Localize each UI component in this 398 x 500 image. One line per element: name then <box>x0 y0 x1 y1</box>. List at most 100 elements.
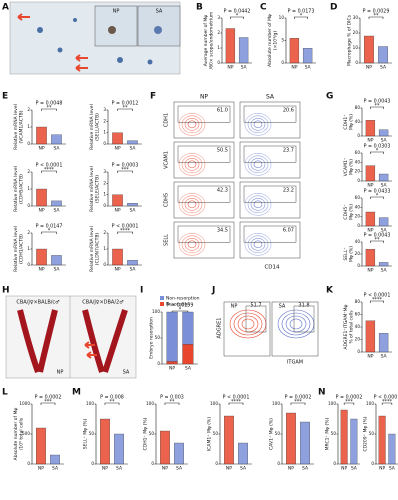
bar <box>378 262 389 267</box>
bar <box>114 433 124 465</box>
y-tick-label: 1 <box>27 186 30 191</box>
y-axis-label: /60× scope/endometrium <box>209 12 215 70</box>
flow-contour <box>247 155 269 174</box>
x-tick-label: SA <box>129 267 136 273</box>
y-tick-label: 30 <box>353 15 359 20</box>
x-tick-label: NP <box>291 65 297 71</box>
y-tick-label: 2 <box>103 118 106 123</box>
y-tick-label: 1 <box>27 246 30 251</box>
flow-contour <box>178 233 206 256</box>
y-tick-label: 1000 <box>19 401 30 406</box>
bar <box>160 430 170 465</box>
x-tick-label: SA <box>116 466 123 472</box>
p-value: P = 0.0147 <box>36 224 63 230</box>
y-tick-label: 20 <box>355 337 361 342</box>
flow-contour <box>178 193 206 216</box>
x-tick-label: SA <box>53 208 60 214</box>
significance-bracket <box>370 240 384 243</box>
p-value: P = 0.0043 <box>364 233 391 239</box>
y-tick-label: 40 <box>355 119 361 124</box>
y-tick-label: 2 <box>103 230 106 235</box>
bar <box>36 188 47 207</box>
flow-marker: CDH1 <box>164 113 170 127</box>
y-tick-label: 10 <box>279 15 285 20</box>
gate-percentage: 6.07 <box>283 228 294 234</box>
uterus-photo-h <box>5 295 137 379</box>
y-tick-label: 0 <box>217 60 220 65</box>
y-tick-label: 50 <box>331 431 337 436</box>
x-tick-label: NP <box>379 466 385 472</box>
bar <box>378 173 389 182</box>
y-tick-label: 100 <box>152 309 160 314</box>
flow-gate <box>243 105 297 123</box>
p-value: P = 0.0173 <box>288 9 315 15</box>
gate-percentage: 51.7 <box>250 303 261 309</box>
panel-letter: I <box>140 286 143 296</box>
x-tick-label: NP <box>38 208 44 214</box>
x-axis-label: CD14 <box>264 265 280 271</box>
significance-stars: ** <box>110 399 116 405</box>
flow-plot <box>271 301 319 357</box>
x-tick-label: SA <box>241 65 248 71</box>
bar <box>340 409 348 465</box>
x-tick-label: NP <box>367 138 373 144</box>
image-label: CBA/J♀×BALB/c♂ <box>16 300 59 306</box>
gate-percentage: 31.8 <box>298 303 309 309</box>
bar <box>302 48 313 64</box>
y-axis-label: Relative mRNA level <box>13 104 19 150</box>
image-label: SA <box>156 9 163 15</box>
y-tick-label: 60 <box>355 150 361 155</box>
legend-swatch <box>160 296 164 300</box>
p-value: P < 0.0001 <box>364 293 391 299</box>
y-tick-label: 100 <box>210 401 218 406</box>
bar <box>51 255 62 266</box>
y-tick-label: 20 <box>353 30 359 35</box>
y-tick-label: 0 <box>357 133 360 138</box>
bar <box>388 433 396 465</box>
y-axis-label: CDH1⁺ <box>343 114 349 130</box>
y-tick-label: 2 <box>27 169 30 174</box>
x-tick-label: NP <box>38 267 44 273</box>
y-axis-label: SELL⁺ Mφ (%) <box>83 418 89 449</box>
bar <box>238 442 248 465</box>
gate-percentage: 20.6 <box>283 108 294 114</box>
y-tick-label: 2 <box>103 180 106 185</box>
y-tick-label: 3 <box>217 15 220 20</box>
significance-bracket <box>40 402 56 405</box>
significance-bracket <box>381 402 393 405</box>
y-tick-label: 1 <box>217 45 220 50</box>
significance-stars: ** <box>170 399 176 405</box>
bar <box>51 134 62 145</box>
significance-bracket <box>117 108 133 111</box>
y-axis-label: Macrophage % of DICs <box>347 14 353 66</box>
significance-stars: *** <box>44 399 52 405</box>
bar <box>365 211 376 227</box>
significance-bracket <box>164 402 180 405</box>
y-tick-label: 0 <box>103 203 106 208</box>
flow-contour <box>253 240 263 249</box>
p-value: P = 0.0303 <box>364 144 391 150</box>
flow-contour <box>178 113 206 136</box>
flow-contour <box>247 195 269 214</box>
x-tick-label: NP <box>102 466 108 472</box>
p-value: P = 0.0002 <box>336 395 363 401</box>
significance-bracket <box>290 402 306 405</box>
y-axis-label: (SELL/ACTB) <box>95 113 101 141</box>
significance-stars: * <box>48 228 51 234</box>
flow-contour <box>244 113 272 136</box>
y-tick-label: 60 <box>355 195 361 200</box>
p-value: P = 0.008 <box>100 395 124 401</box>
p-value: P < 0.0001 <box>36 163 63 169</box>
y-axis-label: ADGRE1⁺ITGAM⁺Mφ <box>343 304 349 349</box>
bar <box>36 427 46 465</box>
y-tick-label: 100 <box>328 401 336 406</box>
y-tick-label: 3 <box>103 169 106 174</box>
x-tick-label: NP <box>367 228 373 234</box>
p-value: P = 0.0048 <box>36 101 63 107</box>
flow-contour <box>184 238 200 251</box>
y-tick-label: 1 <box>27 124 30 129</box>
flow-marker: SELL <box>164 234 170 246</box>
y-axis-label: /10⁶ total cells <box>19 417 25 450</box>
flow-contour <box>253 200 263 209</box>
